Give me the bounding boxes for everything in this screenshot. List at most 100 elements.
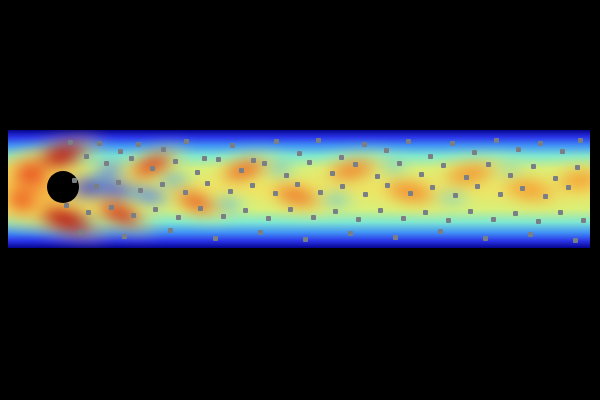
tracer-particle bbox=[121, 233, 127, 239]
tracer-particle bbox=[405, 138, 411, 144]
tracer-particle bbox=[557, 209, 563, 215]
tracer-particle bbox=[467, 208, 473, 214]
tracer-particle bbox=[449, 140, 455, 146]
tracer-particle bbox=[329, 170, 335, 176]
tracer-particle bbox=[265, 215, 271, 221]
tracer-particle bbox=[149, 165, 155, 171]
tracer-particle bbox=[117, 148, 123, 154]
tracer-particle bbox=[272, 190, 278, 196]
tracer-particle bbox=[212, 235, 218, 241]
tracer-particle bbox=[317, 189, 323, 195]
tracer-particle bbox=[227, 188, 233, 194]
tracer-particle-layer bbox=[8, 130, 590, 248]
tracer-particle bbox=[377, 207, 383, 213]
simulation-domain bbox=[8, 130, 590, 248]
tracer-particle bbox=[361, 141, 367, 147]
tracer-particle bbox=[471, 149, 477, 155]
tracer-particle bbox=[535, 218, 541, 224]
tracer-particle bbox=[338, 154, 344, 160]
tracer-particle bbox=[130, 212, 136, 218]
tracer-particle bbox=[238, 167, 244, 173]
tracer-particle bbox=[294, 181, 300, 187]
tracer-particle bbox=[572, 237, 578, 243]
tracer-particle bbox=[493, 137, 499, 143]
tracer-particle bbox=[261, 160, 267, 166]
tracer-particle bbox=[445, 217, 451, 223]
tracer-particle bbox=[83, 153, 89, 159]
tracer-particle bbox=[296, 150, 302, 156]
tracer-particle bbox=[552, 175, 558, 181]
tracer-particle bbox=[182, 189, 188, 195]
tracer-particle bbox=[400, 215, 406, 221]
tracer-particle bbox=[152, 206, 158, 212]
tracer-particle bbox=[215, 156, 221, 162]
tracer-particle bbox=[497, 191, 503, 197]
tracer-particle bbox=[427, 153, 433, 159]
tracer-particle bbox=[512, 210, 518, 216]
tracer-particle bbox=[519, 185, 525, 191]
tracer-particle bbox=[559, 148, 565, 154]
tracer-particle bbox=[159, 181, 165, 187]
tracer-particle bbox=[63, 202, 69, 208]
tracer-particle bbox=[422, 209, 428, 215]
tracer-particle bbox=[204, 180, 210, 186]
tracer-particle bbox=[347, 230, 353, 236]
tracer-particle bbox=[352, 161, 358, 167]
tracer-particle bbox=[93, 183, 99, 189]
tracer-particle bbox=[392, 234, 398, 240]
tracer-particle bbox=[429, 184, 435, 190]
tracer-particle bbox=[67, 139, 73, 145]
tracer-particle bbox=[250, 157, 256, 163]
tracer-particle bbox=[115, 179, 121, 185]
tracer-particle bbox=[507, 172, 513, 178]
tracer-particle bbox=[530, 163, 536, 169]
tracer-particle bbox=[108, 204, 114, 210]
tracer-particle bbox=[194, 169, 200, 175]
tracer-particle bbox=[71, 177, 77, 183]
tracer-particle bbox=[175, 214, 181, 220]
tracer-particle bbox=[542, 193, 548, 199]
tracer-particle bbox=[580, 217, 586, 223]
tracer-particle bbox=[96, 140, 102, 146]
tracer-particle bbox=[577, 137, 583, 143]
tracer-particle bbox=[574, 164, 580, 170]
tracer-particle bbox=[287, 206, 293, 212]
tracer-particle bbox=[407, 190, 413, 196]
tracer-particle bbox=[537, 140, 543, 146]
tracer-particle bbox=[355, 216, 361, 222]
tracer-particle bbox=[474, 183, 480, 189]
tracer-particle bbox=[310, 214, 316, 220]
tracer-particle bbox=[440, 162, 446, 168]
tracer-particle bbox=[332, 208, 338, 214]
tracer-particle bbox=[302, 236, 308, 242]
tracer-particle bbox=[383, 147, 389, 153]
tracer-particle bbox=[249, 182, 255, 188]
tracer-particle bbox=[527, 231, 533, 237]
tracer-particle bbox=[384, 182, 390, 188]
tracer-particle bbox=[257, 229, 263, 235]
tracer-particle bbox=[242, 207, 248, 213]
tracer-particle bbox=[128, 155, 134, 161]
tracer-particle bbox=[229, 142, 235, 148]
tracer-particle bbox=[485, 161, 491, 167]
tracer-particle bbox=[362, 191, 368, 197]
tracer-particle bbox=[183, 138, 189, 144]
tracer-particle bbox=[273, 138, 279, 144]
tracer-particle bbox=[396, 160, 402, 166]
tracer-particle bbox=[160, 146, 166, 152]
tracer-particle bbox=[418, 171, 424, 177]
tracer-particle bbox=[463, 174, 469, 180]
tracer-particle bbox=[167, 227, 173, 233]
cylinder-obstacle bbox=[47, 171, 79, 203]
tracer-particle bbox=[452, 192, 458, 198]
tracer-particle bbox=[490, 216, 496, 222]
tracer-particle bbox=[135, 141, 141, 147]
tracer-particle bbox=[306, 159, 312, 165]
tracer-particle bbox=[374, 173, 380, 179]
tracer-particle bbox=[197, 205, 203, 211]
tracer-particle bbox=[283, 172, 289, 178]
tracer-particle bbox=[565, 184, 571, 190]
tracer-particle bbox=[220, 213, 226, 219]
tracer-particle bbox=[172, 158, 178, 164]
